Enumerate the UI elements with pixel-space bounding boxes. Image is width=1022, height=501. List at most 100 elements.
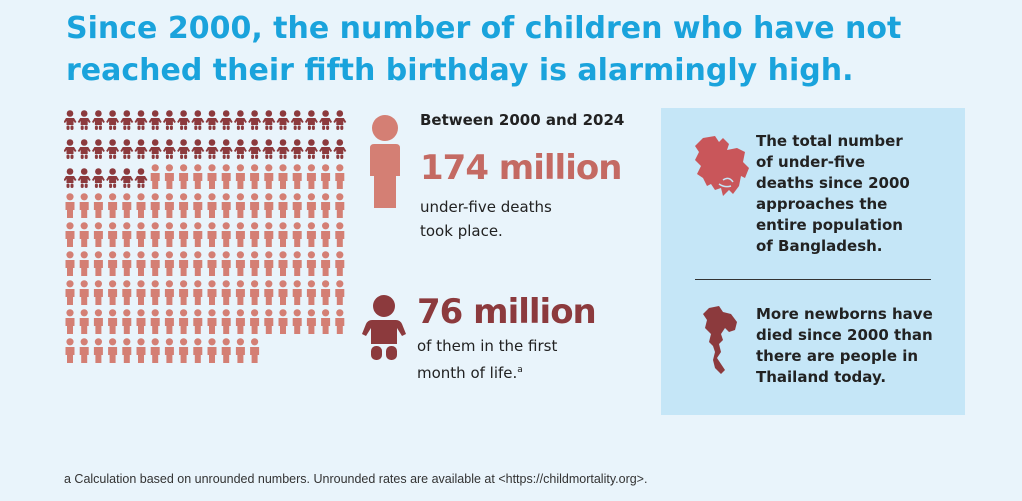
child-icon [250,338,260,363]
baby-icon [304,139,318,159]
child-icon [221,338,231,363]
child-icon [79,193,89,218]
baby-icon [262,139,276,159]
baby-icon [319,110,333,130]
footnote-marker: a [517,365,523,375]
child-icon [193,251,203,276]
child-icon [221,193,231,218]
child-icon [335,193,345,218]
baby-icon [290,110,304,130]
baby-icon [233,110,247,130]
comparison-line: More newborns have [756,305,933,323]
child-icon [193,338,203,363]
child-icon [122,338,132,363]
child-icon [122,309,132,334]
child-icon [235,338,245,363]
child-icon [321,251,331,276]
child-icon [193,280,203,305]
child-icon [108,222,118,247]
child-icon [150,251,160,276]
baby-icon [319,139,333,159]
comparison-panel: The total number of under-five deaths si… [661,108,965,415]
child-icon [122,251,132,276]
child-icon [93,338,103,363]
baby-icon [162,139,176,159]
neonatal-deaths-description: of them in the first month of life.a [417,334,557,385]
child-icon [108,251,118,276]
baby-icon [191,110,205,130]
baby-icon [290,139,304,159]
child-icon [335,222,345,247]
baby-icon [162,110,176,130]
child-icon [264,309,274,334]
child-icon [221,251,231,276]
baby-icon [77,110,91,130]
child-icon [264,164,274,189]
child-icon [335,280,345,305]
child-icon [306,164,316,189]
child-icon [207,164,217,189]
child-icon [179,309,189,334]
child-icon [65,222,75,247]
baby-icon [219,110,233,130]
baby-icon [248,139,262,159]
child-icon [65,251,75,276]
child-icon [306,280,316,305]
child-icon [235,164,245,189]
child-icon [306,193,316,218]
child-icon [321,193,331,218]
under-five-deaths-description: under-five deaths took place. [420,195,552,243]
child-icon [278,251,288,276]
child-icon [150,280,160,305]
neonatal-deaths-value: 76 million [417,292,597,332]
child-icon [207,338,217,363]
baby-icon [91,168,105,188]
bangladesh-comparison-text: The total number of under-five deaths si… [756,131,910,257]
child-icon [264,251,274,276]
child-icon [264,222,274,247]
pictogram-svg [64,110,347,363]
description-line: of them in the first [417,337,558,355]
child-icon [150,164,160,189]
child-icon [193,309,203,334]
child-icon [235,222,245,247]
child-icon [136,338,146,363]
comparison-line: deaths since 2000 [756,174,910,192]
child-icon [306,251,316,276]
baby-icon [77,168,91,188]
child-icon [164,193,174,218]
child-icon [321,280,331,305]
child-icon [164,251,174,276]
child-icon [179,251,189,276]
child-icon [207,309,217,334]
child-icon [65,309,75,334]
child-icon [292,164,302,189]
baby-icon [276,110,290,130]
child-icon [306,222,316,247]
child-icon [235,309,245,334]
child-icon [164,280,174,305]
child-icon [65,338,75,363]
child-icon [207,193,217,218]
baby-icon [233,139,247,159]
child-icon [150,193,160,218]
baby-icon [77,139,91,159]
baby-icon [333,139,347,159]
baby-icon [120,110,134,130]
child-icon [136,222,146,247]
child-icon [79,309,89,334]
child-icon [292,280,302,305]
child-icon [278,222,288,247]
child-icon [235,280,245,305]
child-icon [335,309,345,334]
comparison-line: Thailand today. [756,368,887,386]
comparison-line: of Bangladesh. [756,237,883,255]
baby-icon [219,139,233,159]
baby-icon [205,110,219,130]
baby-icon [362,295,406,360]
child-icon [193,193,203,218]
child-icon [79,280,89,305]
child-icon [122,193,132,218]
baby-icon [333,110,347,130]
child-icon [136,309,146,334]
